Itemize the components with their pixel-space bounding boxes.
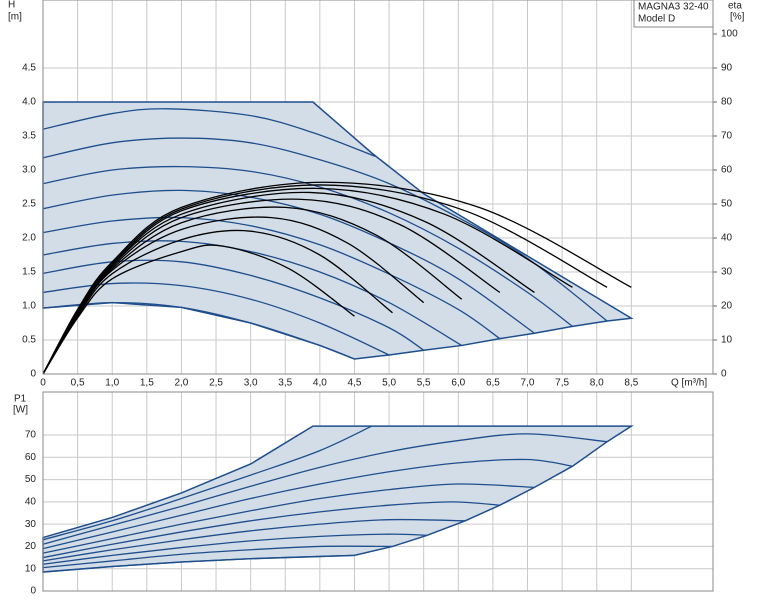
x-tick-label: 1,5 (140, 378, 154, 389)
y2-tick-label: 10 (721, 335, 733, 346)
performance-curve (42, 545, 393, 569)
y-tick-label: 70 (25, 430, 37, 441)
y2-tick-label: 100 (721, 29, 738, 40)
y-tick-label: 3.5 (22, 131, 36, 142)
performance-curve (42, 216, 501, 340)
x-tick-label: 5,5 (417, 378, 431, 389)
model-variant: Model D (638, 14, 675, 25)
y2-tick-label: 30 (721, 267, 733, 278)
performance-curve (42, 301, 355, 360)
performance-curve (42, 425, 373, 541)
efficiency-curve (42, 184, 608, 375)
x-tick-label: 8,5 (624, 378, 638, 389)
y-axis-label: H (8, 0, 15, 11)
y-tick-label: 1.0 (22, 301, 36, 312)
x-tick-label: 2,5 (209, 378, 223, 389)
y-axis-unit: [m] (8, 12, 22, 23)
x-tick-label: 6,0 (451, 378, 465, 389)
y-axis-unit: [W] (13, 405, 28, 416)
y-tick-label: 2.0 (22, 233, 36, 244)
performance-curve (42, 533, 428, 565)
performance-curve (42, 458, 573, 550)
y-axis-label: P1 (14, 394, 27, 405)
x-tick-label: 1,0 (105, 378, 119, 389)
performance-curve (42, 518, 466, 562)
x-tick-label: 5,0 (382, 378, 396, 389)
y-tick-label: 30 (25, 519, 37, 530)
y-tick-label: 0 (30, 586, 36, 597)
x-axis-label: Q [m³/h] (671, 378, 707, 389)
y2-tick-label: 80 (721, 97, 733, 108)
y2-tick-label: 70 (721, 131, 733, 142)
performance-curve (42, 189, 535, 334)
model-box (633, 0, 714, 28)
x-tick-label: 2,0 (174, 378, 188, 389)
x-tick-label: 7,0 (521, 378, 535, 389)
performance-curve (42, 501, 500, 559)
foreground-layer: MAGNA3 32-40 Model D H [m] eta [%] Q [m³… (8, 0, 745, 416)
x-tick-label: 3,5 (278, 378, 292, 389)
y-tick-label: 2.5 (22, 199, 36, 210)
performance-curve (42, 137, 608, 322)
x-tick-label: 4,0 (313, 378, 327, 389)
x-tick-label: 0 (40, 378, 46, 389)
x-tick-label: 0,5 (71, 378, 85, 389)
y-tick-label: 10 (25, 563, 37, 574)
efficiency-curve (42, 244, 355, 375)
efficiency-curve (42, 216, 425, 375)
y2-tick-label: 90 (721, 63, 733, 74)
y-tick-label: 4.0 (22, 97, 36, 108)
performance-curve (42, 165, 573, 327)
performance-curve (42, 433, 608, 545)
y2-axis-unit: [%] (730, 12, 745, 23)
y2-tick-label: 20 (721, 301, 733, 312)
background-layer: 0 0,5 1,0 1,5 2,0 2,5 3,0 3,5 4,0 4,5 5,0 5,5 6,0 6,5… (22, 0, 738, 597)
plot-area: 0 10 20 30 40 50 60 70 (25, 391, 714, 597)
x-tick-label: 6,5 (486, 378, 500, 389)
efficiency-curve (42, 198, 501, 375)
y-tick-label: 4.5 (22, 63, 36, 74)
y-tick-label: 20 (25, 541, 37, 552)
y2-tick-label: 0 (721, 369, 727, 380)
plot-area: 0 0,5 1,0 1,5 2,0 2,5 3,0 3,5 4,0 4,5 5,0 5,5 6,0 6,5… (22, 0, 738, 389)
x-tick-label: 7,5 (555, 378, 569, 389)
performance-curve (42, 554, 355, 573)
y2-axis-label: eta (728, 1, 742, 12)
x-tick-label: 8,0 (590, 378, 604, 389)
y-tick-label: 0 (30, 369, 36, 380)
y-tick-label: 0.5 (22, 335, 36, 346)
performance-curve (42, 108, 376, 158)
x-tick-label: 4,5 (348, 378, 362, 389)
y-tick-label: 3.0 (22, 165, 36, 176)
plot-border (42, 0, 714, 375)
y2-tick-label: 50 (721, 199, 733, 210)
y-tick-label: 50 (25, 474, 37, 485)
plot-border (42, 391, 714, 592)
x-tick-label: 3,0 (244, 378, 258, 389)
y2-tick-label: 60 (721, 165, 733, 176)
efficiency-curve (42, 181, 632, 375)
performance-curve (42, 240, 463, 346)
y-tick-label: 40 (25, 497, 37, 508)
y2-tick-label: 40 (721, 233, 733, 244)
y-tick-label: 60 (25, 452, 37, 463)
y-tick-label: 1.5 (22, 267, 36, 278)
model-name: MAGNA3 32-40 (638, 2, 709, 13)
performance-curve (42, 483, 535, 554)
efficiency-curve (42, 229, 393, 375)
